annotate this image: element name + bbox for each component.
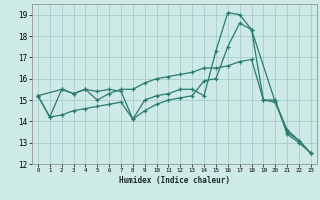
X-axis label: Humidex (Indice chaleur): Humidex (Indice chaleur) <box>119 176 230 185</box>
